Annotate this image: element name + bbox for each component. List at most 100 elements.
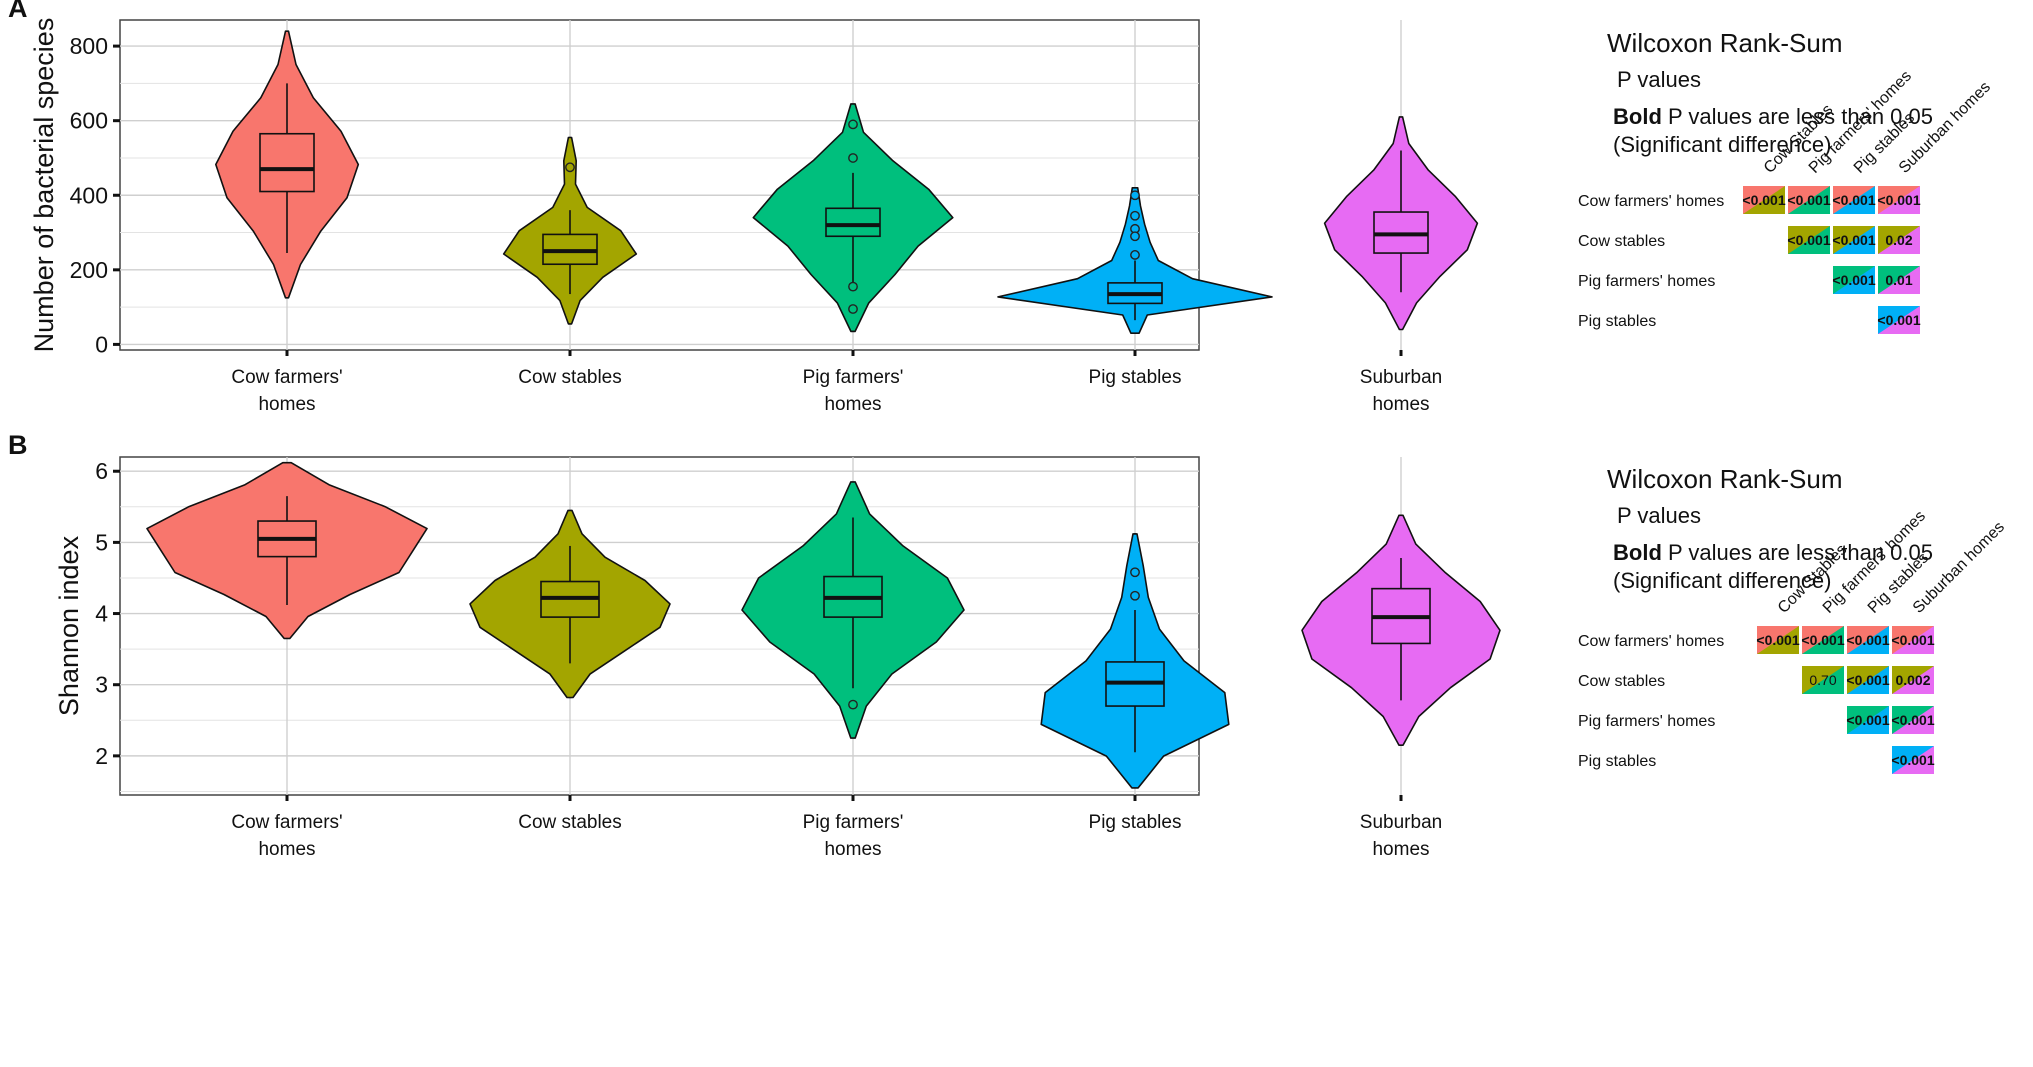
matrix-row-label: Pig farmers' homes bbox=[1578, 273, 1715, 290]
matrix-pvalue: <0.001 bbox=[1832, 272, 1875, 288]
legend-pvalues-label: P values bbox=[1617, 503, 1701, 528]
y-tick-label: 4 bbox=[95, 601, 108, 627]
panel-b: 2 3 4 5 6 Shannon index B Cow farmers' homes Cow … bbox=[8, 430, 2008, 860]
matrix-row-label: Pig farmers' homes bbox=[1578, 713, 1715, 730]
outlier-point bbox=[565, 162, 575, 173]
matrix-pvalue: 0.002 bbox=[1895, 672, 1930, 688]
matrix-cell-triangle bbox=[1878, 266, 1920, 294]
matrix-pvalue: 0.02 bbox=[1885, 232, 1912, 248]
outlier-point bbox=[1130, 190, 1140, 201]
x-tick-label: homes bbox=[824, 394, 881, 415]
matrix-cell-triangle bbox=[1878, 306, 1920, 334]
matrix-cell-triangle bbox=[1802, 626, 1844, 654]
x-tick-label: Pig farmers' bbox=[803, 812, 904, 833]
outlier-point bbox=[1130, 231, 1140, 242]
matrix-cell-triangle bbox=[1878, 186, 1920, 214]
matrix-cell-triangle bbox=[1833, 226, 1875, 254]
y-tick-label: 400 bbox=[70, 182, 108, 208]
matrix-cell-triangle bbox=[1833, 266, 1875, 294]
outlier-point bbox=[848, 699, 858, 710]
legend-block: Wilcoxon Rank-Sum P values Bold P values a… bbox=[1607, 28, 1933, 157]
matrix-pvalue: <0.001 bbox=[1877, 312, 1920, 328]
matrix-pvalue: <0.001 bbox=[1891, 712, 1934, 728]
matrix-pvalue: <0.001 bbox=[1877, 192, 1920, 208]
legend-block: Wilcoxon Rank-Sum P values Bold P values a… bbox=[1607, 464, 1933, 593]
x-tick-label: Cow farmers' bbox=[231, 367, 342, 388]
matrix-cell-triangle bbox=[1892, 746, 1934, 774]
matrix-cell-triangle bbox=[1833, 186, 1875, 214]
matrix-cell-triangle bbox=[1892, 626, 1934, 654]
x-tick-label: homes bbox=[258, 394, 315, 415]
matrix-pvalue: <0.001 bbox=[1846, 712, 1889, 728]
matrix-row-label: Pig stables bbox=[1578, 313, 1656, 330]
x-tick-label: Pig farmers' bbox=[803, 367, 904, 388]
legend-pvalues-label: P values bbox=[1617, 67, 1701, 92]
matrix-cell-triangle bbox=[1802, 666, 1844, 694]
matrix-cell-triangle bbox=[1892, 706, 1934, 734]
x-tick-label: Suburban bbox=[1360, 812, 1442, 833]
outlier-point bbox=[848, 304, 858, 314]
x-tick-label: homes bbox=[1372, 839, 1429, 860]
legend-significance-note: (Significant difference) bbox=[1613, 132, 1832, 157]
y-tick-label: 2 bbox=[95, 743, 108, 769]
matrix-cell-triangle bbox=[1743, 186, 1785, 214]
matrix-cell-triangle bbox=[1788, 186, 1830, 214]
outlier-point bbox=[848, 153, 858, 163]
box-iqr bbox=[825, 207, 881, 238]
outlier-point bbox=[1130, 250, 1140, 260]
matrix-row-label: Pig stables bbox=[1578, 753, 1656, 770]
matrix-cell-triangle bbox=[1847, 626, 1889, 654]
y-axis-title: Number of bacterial species bbox=[29, 18, 59, 353]
y-tick-label: 5 bbox=[95, 529, 108, 555]
matrix-row-label: Cow farmers' homes bbox=[1578, 633, 1724, 650]
matrix-cell-triangle bbox=[1878, 226, 1920, 254]
x-tick-label: homes bbox=[824, 839, 881, 860]
matrix-cell-triangle bbox=[1788, 226, 1830, 254]
matrix-pvalue: <0.001 bbox=[1756, 632, 1799, 648]
matrix-cell-triangle bbox=[1757, 626, 1799, 654]
legend-title: Wilcoxon Rank-Sum bbox=[1607, 28, 1843, 58]
matrix-row-label: Cow stables bbox=[1578, 673, 1665, 690]
legend-bold-word: Bold bbox=[1613, 540, 1662, 565]
legend-bold-note: Bold P values are less than 0.05 bbox=[1613, 540, 1933, 565]
x-tick-label: Pig stables bbox=[1089, 812, 1182, 833]
outlier-point bbox=[848, 119, 858, 130]
legend-title: Wilcoxon Rank-Sum bbox=[1607, 464, 1843, 494]
y-tick-label: 200 bbox=[70, 257, 108, 283]
x-tick-label: Pig stables bbox=[1089, 367, 1182, 388]
box-iqr bbox=[259, 132, 315, 193]
outlier-point bbox=[1130, 590, 1140, 601]
matrix-row-label: Cow farmers' homes bbox=[1578, 193, 1724, 210]
y-tick-label: 800 bbox=[70, 33, 108, 59]
matrix-pvalue: <0.001 bbox=[1891, 752, 1934, 768]
matrix-cell-triangle bbox=[1847, 666, 1889, 694]
outlier-point bbox=[1130, 210, 1140, 221]
panel-label: B bbox=[8, 430, 28, 460]
matrix-pvalue: <0.001 bbox=[1801, 632, 1844, 648]
matrix-pvalue: <0.001 bbox=[1742, 192, 1785, 208]
y-tick-label: 0 bbox=[95, 331, 108, 357]
matrix-pvalue: <0.001 bbox=[1787, 232, 1830, 248]
matrix-pvalue: <0.001 bbox=[1846, 632, 1889, 648]
legend-bold-rest: P values are less than 0.05 bbox=[1662, 540, 1933, 565]
matrix-row-label: Cow stables bbox=[1578, 233, 1665, 250]
x-tick-label: Cow farmers' bbox=[231, 812, 342, 833]
outlier-point bbox=[1130, 567, 1140, 578]
y-tick-label: 6 bbox=[95, 458, 108, 484]
matrix-pvalue: 0.01 bbox=[1885, 272, 1912, 288]
panel-a: 0 200 400 600 800 Number of bacterial species… bbox=[8, 0, 1994, 415]
matrix-pvalue: <0.001 bbox=[1891, 632, 1934, 648]
x-tick-label: homes bbox=[258, 839, 315, 860]
y-tick-label: 600 bbox=[70, 108, 108, 134]
outlier-point bbox=[848, 281, 858, 292]
y-tick-label: 3 bbox=[95, 672, 108, 698]
matrix-pvalue: <0.001 bbox=[1832, 232, 1875, 248]
matrix-pvalue: <0.001 bbox=[1832, 192, 1875, 208]
legend-bold-note: Bold P values are less than 0.05 bbox=[1613, 104, 1933, 129]
matrix-cell-triangle bbox=[1847, 706, 1889, 734]
legend-bold-rest: P values are less than 0.05 bbox=[1662, 104, 1933, 129]
x-tick-label: Cow stables bbox=[518, 367, 622, 388]
x-tick-label: Suburban bbox=[1360, 367, 1442, 388]
